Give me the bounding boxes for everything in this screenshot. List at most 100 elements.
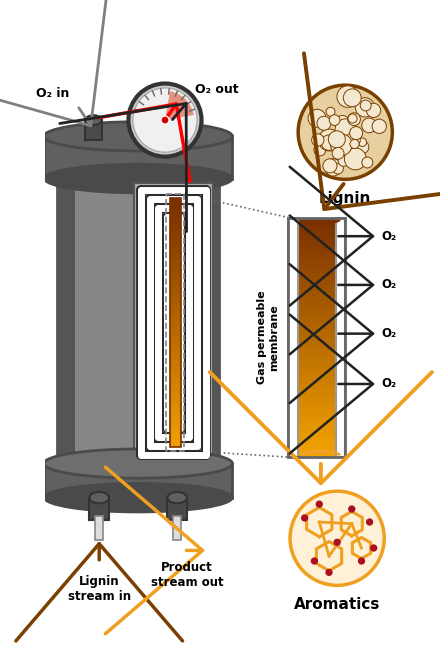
- Ellipse shape: [168, 492, 187, 503]
- Circle shape: [290, 491, 384, 585]
- Circle shape: [345, 148, 366, 170]
- Bar: [298, 285, 336, 290]
- Circle shape: [330, 134, 352, 156]
- Bar: [57, 168, 75, 473]
- Bar: [170, 223, 181, 230]
- Ellipse shape: [89, 492, 109, 503]
- Text: O₂ in: O₂ in: [36, 87, 69, 100]
- Circle shape: [358, 557, 365, 564]
- Bar: [298, 329, 336, 334]
- Text: Gas permeable
membrane: Gas permeable membrane: [257, 290, 279, 384]
- Circle shape: [332, 147, 344, 159]
- Bar: [298, 377, 336, 382]
- Bar: [298, 373, 336, 378]
- Ellipse shape: [57, 456, 220, 491]
- Circle shape: [311, 557, 318, 564]
- Bar: [170, 297, 181, 305]
- Circle shape: [324, 159, 342, 176]
- Bar: [298, 417, 336, 422]
- Text: Aromatics: Aromatics: [294, 597, 380, 612]
- Bar: [170, 260, 181, 267]
- Circle shape: [315, 500, 323, 508]
- Bar: [336, 218, 345, 457]
- Circle shape: [356, 141, 369, 154]
- Bar: [170, 235, 181, 242]
- Bar: [298, 273, 336, 278]
- Circle shape: [337, 149, 349, 161]
- Bar: [298, 349, 336, 354]
- Bar: [170, 391, 181, 398]
- Bar: [170, 266, 181, 273]
- Circle shape: [314, 144, 326, 156]
- Circle shape: [328, 131, 345, 148]
- Bar: [298, 453, 336, 458]
- Bar: [298, 290, 336, 294]
- Circle shape: [298, 85, 392, 179]
- Circle shape: [323, 159, 337, 173]
- Bar: [298, 321, 336, 326]
- Wedge shape: [165, 91, 194, 120]
- Bar: [170, 198, 181, 205]
- Ellipse shape: [44, 164, 232, 193]
- Bar: [298, 449, 336, 454]
- Bar: [298, 318, 336, 322]
- Circle shape: [329, 115, 340, 126]
- Bar: [170, 216, 181, 224]
- Bar: [170, 428, 181, 435]
- Bar: [173, 516, 181, 540]
- Bar: [298, 445, 336, 450]
- Circle shape: [348, 113, 360, 126]
- Bar: [298, 385, 336, 390]
- Bar: [170, 248, 181, 255]
- Bar: [298, 369, 336, 374]
- Bar: [298, 309, 336, 314]
- Circle shape: [350, 139, 359, 148]
- Bar: [298, 325, 336, 330]
- Ellipse shape: [158, 115, 172, 122]
- Bar: [298, 437, 336, 442]
- Bar: [170, 378, 181, 385]
- Circle shape: [356, 98, 374, 117]
- Bar: [170, 335, 181, 341]
- Circle shape: [367, 103, 381, 117]
- Bar: [298, 333, 336, 338]
- Bar: [298, 305, 336, 310]
- Bar: [298, 393, 336, 398]
- Bar: [170, 397, 181, 404]
- Circle shape: [370, 544, 378, 551]
- Bar: [298, 397, 336, 402]
- Bar: [170, 360, 181, 367]
- Bar: [170, 316, 181, 323]
- Bar: [168, 498, 187, 520]
- Bar: [170, 310, 181, 317]
- Bar: [298, 277, 336, 283]
- Bar: [298, 261, 336, 266]
- Bar: [202, 168, 220, 473]
- Bar: [170, 341, 181, 348]
- Bar: [298, 281, 336, 286]
- Circle shape: [362, 118, 377, 133]
- Bar: [170, 434, 181, 441]
- Bar: [170, 279, 181, 286]
- Bar: [298, 361, 336, 366]
- Bar: [170, 422, 181, 429]
- Bar: [298, 246, 336, 250]
- Bar: [170, 329, 181, 336]
- Bar: [170, 384, 181, 391]
- Circle shape: [360, 100, 371, 111]
- Bar: [298, 294, 336, 298]
- Bar: [44, 463, 232, 498]
- Circle shape: [334, 538, 341, 546]
- Bar: [170, 353, 181, 360]
- Circle shape: [343, 122, 352, 130]
- Text: O₂: O₂: [382, 327, 397, 340]
- Circle shape: [161, 116, 169, 124]
- Circle shape: [350, 126, 363, 139]
- Bar: [298, 249, 336, 254]
- Bar: [170, 304, 181, 310]
- Bar: [298, 257, 336, 262]
- Bar: [95, 516, 103, 540]
- Bar: [298, 401, 336, 406]
- Bar: [170, 285, 181, 292]
- Bar: [170, 365, 181, 373]
